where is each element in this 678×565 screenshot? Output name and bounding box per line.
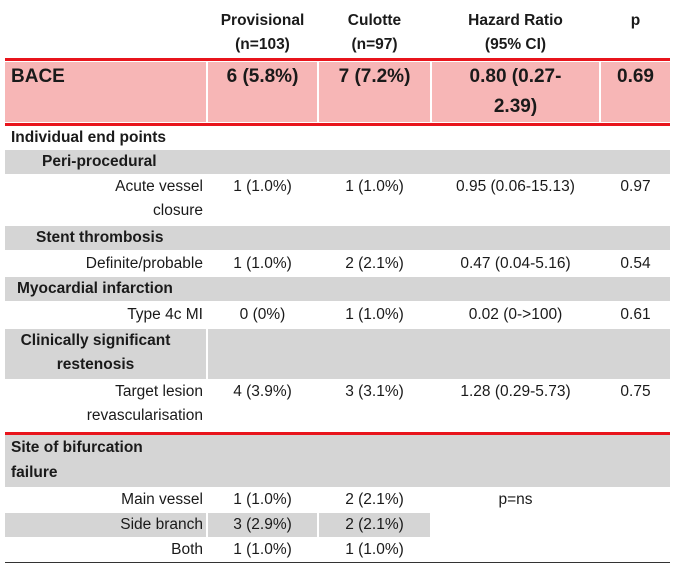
header-hr-ci: (95% CI): [484, 36, 547, 53]
definite-probable-p: 0.54: [620, 255, 651, 272]
bace-label: BACE: [5, 62, 206, 122]
peri-procedural-heading-row: Peri-procedural: [5, 150, 670, 174]
tlr-p: 0.75: [620, 383, 651, 400]
header-hr-title: Hazard Ratio: [468, 12, 563, 29]
side-branch-provisional: 3 (2.9%): [208, 513, 317, 537]
bace-red-rule: [5, 123, 670, 126]
restenosis-heading-line2: restenosis: [56, 356, 135, 373]
table-header: Provisional (n=103) Culotte (n=97) Hazar…: [5, 9, 670, 57]
tlr-hr: 1.28 (0.29-5.73): [460, 383, 571, 400]
tlr-provisional: 4 (3.9%): [233, 383, 292, 400]
individual-end-points-row: Individual end points: [5, 126, 670, 150]
definite-probable-hr: 0.47 (0.04-5.16): [460, 255, 571, 272]
definite-probable-provisional: 1 (1.0%): [233, 255, 292, 272]
restenosis-heading: Clinically significant restenosis: [5, 329, 206, 379]
stent-thrombosis-heading-row: Stent thrombosis: [5, 226, 670, 250]
header-provisional: Provisional (n=103): [208, 9, 317, 57]
bace-p: 0.69: [601, 62, 670, 122]
tlr-label: Target lesion revascularisation: [5, 380, 206, 428]
bifurcation-heading-line2: failure: [11, 464, 58, 481]
bace-hazard-ratio: 0.80 (0.27- 2.39): [432, 62, 599, 122]
header-hazard-ratio: Hazard Ratio (95% CI): [432, 9, 599, 57]
type-4c-mi-culotte: 1 (1.0%): [345, 306, 404, 323]
side-branch-row: Side branch 3 (2.9%) 2 (2.1%): [5, 513, 670, 537]
main-vessel-label: Main vessel: [121, 491, 203, 508]
both-provisional: 1 (1.0%): [233, 541, 292, 558]
definite-probable-label: Definite/probable: [85, 255, 203, 272]
peri-procedural-heading: Peri-procedural: [42, 153, 157, 170]
definite-probable-culotte: 2 (2.1%): [345, 255, 404, 272]
header-p: p: [630, 12, 641, 29]
header-red-rule: [5, 58, 670, 61]
definite-probable-row: Definite/probable 1 (1.0%) 2 (2.1%) 0.47…: [5, 252, 670, 276]
individual-end-points-heading: Individual end points: [11, 129, 166, 146]
header-culotte: Culotte (n=97): [319, 9, 430, 57]
tlr-culotte: 3 (3.1%): [345, 383, 404, 400]
bifurcation-red-rule: [5, 432, 670, 435]
bace-culotte: 7 (7.2%): [319, 62, 430, 122]
bifurcation-heading: Site of bifurcation failure: [5, 435, 305, 487]
myocardial-infarction-heading-row: Myocardial infarction: [5, 277, 670, 301]
main-vessel-row: Main vessel 1 (1.0%) 2 (2.1%) p=ns: [5, 488, 670, 512]
tlr-label-line2: revascularisation: [86, 407, 203, 424]
stent-thrombosis-heading: Stent thrombosis: [36, 229, 164, 246]
type-4c-mi-provisional: 0 (0%): [239, 306, 286, 323]
type-4c-mi-hr: 0.02 (0->100): [468, 306, 563, 323]
both-label: Both: [171, 541, 203, 558]
acute-vessel-p: 0.97: [620, 178, 651, 195]
acute-vessel-label-line1: Acute vessel: [115, 178, 203, 195]
header-culotte-title: Culotte: [347, 12, 402, 29]
restenosis-heading-fill: [208, 329, 670, 379]
type-4c-mi-p: 0.61: [620, 306, 651, 323]
both-culotte: 1 (1.0%): [345, 541, 404, 558]
both-row: Both 1 (1.0%) 1 (1.0%): [5, 538, 670, 562]
type-4c-mi-row: Type 4c MI 0 (0%) 1 (1.0%) 0.02 (0->100)…: [5, 303, 670, 327]
acute-vessel-closure-label: Acute vessel closure: [5, 175, 206, 223]
bace-hr-line1: 0.80 (0.27-: [469, 66, 562, 87]
tlr-label-line1: Target lesion: [115, 383, 203, 400]
acute-vessel-culotte: 1 (1.0%): [345, 178, 404, 195]
bifurcation-heading-line1: Site of bifurcation: [11, 439, 143, 456]
bace-hr-line2: 2.39): [493, 96, 538, 117]
acute-vessel-provisional: 1 (1.0%): [233, 178, 292, 195]
tlr-row: Target lesion revascularisation 4 (3.9%)…: [5, 380, 670, 430]
restenosis-heading-row: Clinically significant restenosis: [5, 329, 670, 379]
side-branch-label: Side branch: [5, 513, 206, 537]
side-branch-culotte: 2 (2.1%): [319, 513, 430, 537]
restenosis-heading-line1: Clinically significant: [20, 332, 171, 349]
header-provisional-title: Provisional: [220, 12, 305, 29]
main-vessel-culotte: 2 (2.1%): [345, 491, 404, 508]
header-culotte-n: (n=97): [351, 36, 398, 53]
bace-row: BACE 6 (5.8%) 7 (7.2%) 0.80 (0.27- 2.39)…: [5, 62, 670, 122]
bace-provisional: 6 (5.8%): [208, 62, 317, 122]
acute-vessel-closure-row: Acute vessel closure 1 (1.0%) 1 (1.0%) 0…: [5, 175, 670, 225]
table-bottom-rule: [5, 562, 670, 563]
main-vessel-provisional: 1 (1.0%): [233, 491, 292, 508]
header-provisional-n: (n=103): [235, 36, 290, 53]
acute-vessel-hr: 0.95 (0.06-15.13): [456, 178, 575, 195]
bifurcation-heading-row: Site of bifurcation failure: [5, 435, 670, 487]
myocardial-infarction-heading: Myocardial infarction: [17, 280, 173, 297]
acute-vessel-label-line2: closure: [153, 202, 203, 219]
type-4c-mi-label: Type 4c MI: [127, 306, 203, 323]
bifurcation-p-note: p=ns: [498, 491, 533, 508]
